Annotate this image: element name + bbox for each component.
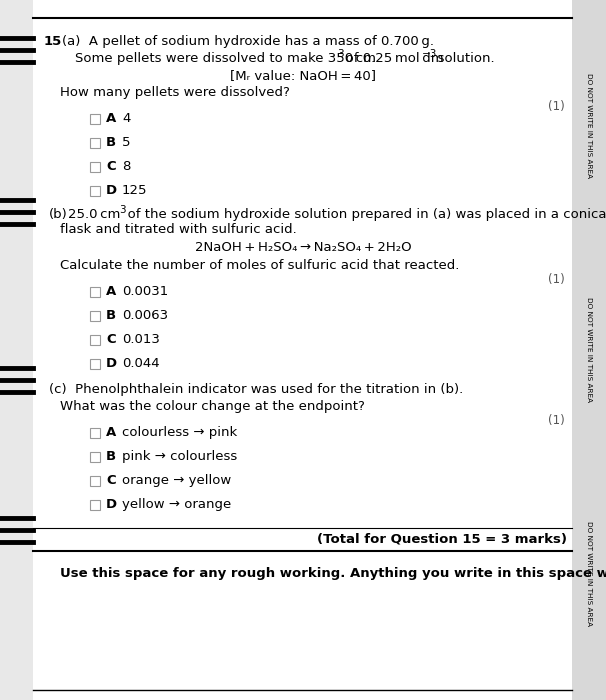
Text: A: A bbox=[106, 426, 116, 439]
Bar bbox=[0, 0, 33, 700]
Bar bbox=[90, 428, 100, 438]
Text: (1): (1) bbox=[548, 414, 565, 427]
Text: Calculate the number of moles of sulfuric acid that reacted.: Calculate the number of moles of sulfuri… bbox=[60, 259, 459, 272]
Bar bbox=[90, 476, 100, 486]
Text: 0.0063: 0.0063 bbox=[122, 309, 168, 322]
Text: (1): (1) bbox=[548, 100, 565, 113]
Bar bbox=[90, 311, 100, 321]
Text: 15: 15 bbox=[44, 35, 62, 48]
Text: C: C bbox=[106, 474, 116, 487]
Text: How many pellets were dissolved?: How many pellets were dissolved? bbox=[60, 86, 290, 99]
Text: (c)  Phenolphthalein indicator was used for the titration in (b).: (c) Phenolphthalein indicator was used f… bbox=[49, 383, 463, 396]
Text: A: A bbox=[106, 112, 116, 125]
Bar bbox=[90, 287, 100, 297]
Text: 4: 4 bbox=[122, 112, 130, 125]
Text: −3: −3 bbox=[422, 49, 438, 59]
Text: pink → colourless: pink → colourless bbox=[122, 450, 238, 463]
Bar bbox=[90, 162, 100, 172]
Text: C: C bbox=[106, 160, 116, 173]
Bar bbox=[90, 335, 100, 345]
Bar bbox=[572, 0, 606, 700]
Text: B: B bbox=[106, 309, 116, 322]
Text: Use this space for any rough working. Anything you write in this space will gain: Use this space for any rough working. An… bbox=[60, 567, 606, 580]
Text: 3: 3 bbox=[119, 205, 125, 215]
Text: Some pellets were dissolved to make 350 cm: Some pellets were dissolved to make 350 … bbox=[75, 52, 376, 65]
Text: [Mᵣ value: NaOH = 40]: [Mᵣ value: NaOH = 40] bbox=[230, 69, 376, 82]
Text: DO NOT WRITE IN THIS AREA: DO NOT WRITE IN THIS AREA bbox=[586, 74, 592, 178]
Text: 0.0031: 0.0031 bbox=[122, 285, 168, 298]
Text: (Total for Question 15 = 3 marks): (Total for Question 15 = 3 marks) bbox=[317, 533, 567, 546]
Text: B: B bbox=[106, 450, 116, 463]
Text: DO NOT WRITE IN THIS AREA: DO NOT WRITE IN THIS AREA bbox=[586, 522, 592, 626]
Text: 8: 8 bbox=[122, 160, 130, 173]
Text: 25.0 cm: 25.0 cm bbox=[68, 208, 121, 221]
Text: of the sodium hydroxide solution prepared in (a) was placed in a conical: of the sodium hydroxide solution prepare… bbox=[125, 208, 606, 221]
Text: D: D bbox=[106, 357, 117, 370]
Text: (b): (b) bbox=[49, 208, 68, 221]
Text: 2NaOH + H₂SO₄ → Na₂SO₄ + 2H₂O: 2NaOH + H₂SO₄ → Na₂SO₄ + 2H₂O bbox=[195, 241, 411, 254]
Text: flask and titrated with sulfuric acid.: flask and titrated with sulfuric acid. bbox=[60, 223, 297, 236]
Text: (1): (1) bbox=[548, 273, 565, 286]
Text: (a)  A pellet of sodium hydroxide has a mass of 0.700 g.: (a) A pellet of sodium hydroxide has a m… bbox=[62, 35, 434, 48]
Text: 3: 3 bbox=[337, 49, 344, 59]
Text: 0.044: 0.044 bbox=[122, 357, 159, 370]
Text: What was the colour change at the endpoint?: What was the colour change at the endpoi… bbox=[60, 400, 365, 413]
Bar bbox=[90, 114, 100, 124]
Text: 5: 5 bbox=[122, 136, 130, 149]
Text: B: B bbox=[106, 136, 116, 149]
Text: of 0.25 mol dm: of 0.25 mol dm bbox=[343, 52, 444, 65]
Text: 125: 125 bbox=[122, 184, 147, 197]
Text: solution.: solution. bbox=[435, 52, 494, 65]
Text: yellow → orange: yellow → orange bbox=[122, 498, 231, 511]
Bar bbox=[90, 359, 100, 369]
Text: 0.013: 0.013 bbox=[122, 333, 160, 346]
Text: D: D bbox=[106, 184, 117, 197]
Bar bbox=[90, 500, 100, 510]
Bar bbox=[90, 186, 100, 196]
Text: orange → yellow: orange → yellow bbox=[122, 474, 231, 487]
Bar bbox=[90, 452, 100, 462]
Text: D: D bbox=[106, 498, 117, 511]
Text: C: C bbox=[106, 333, 116, 346]
Text: A: A bbox=[106, 285, 116, 298]
Text: DO NOT WRITE IN THIS AREA: DO NOT WRITE IN THIS AREA bbox=[586, 298, 592, 402]
Bar bbox=[90, 138, 100, 148]
Text: colourless → pink: colourless → pink bbox=[122, 426, 238, 439]
